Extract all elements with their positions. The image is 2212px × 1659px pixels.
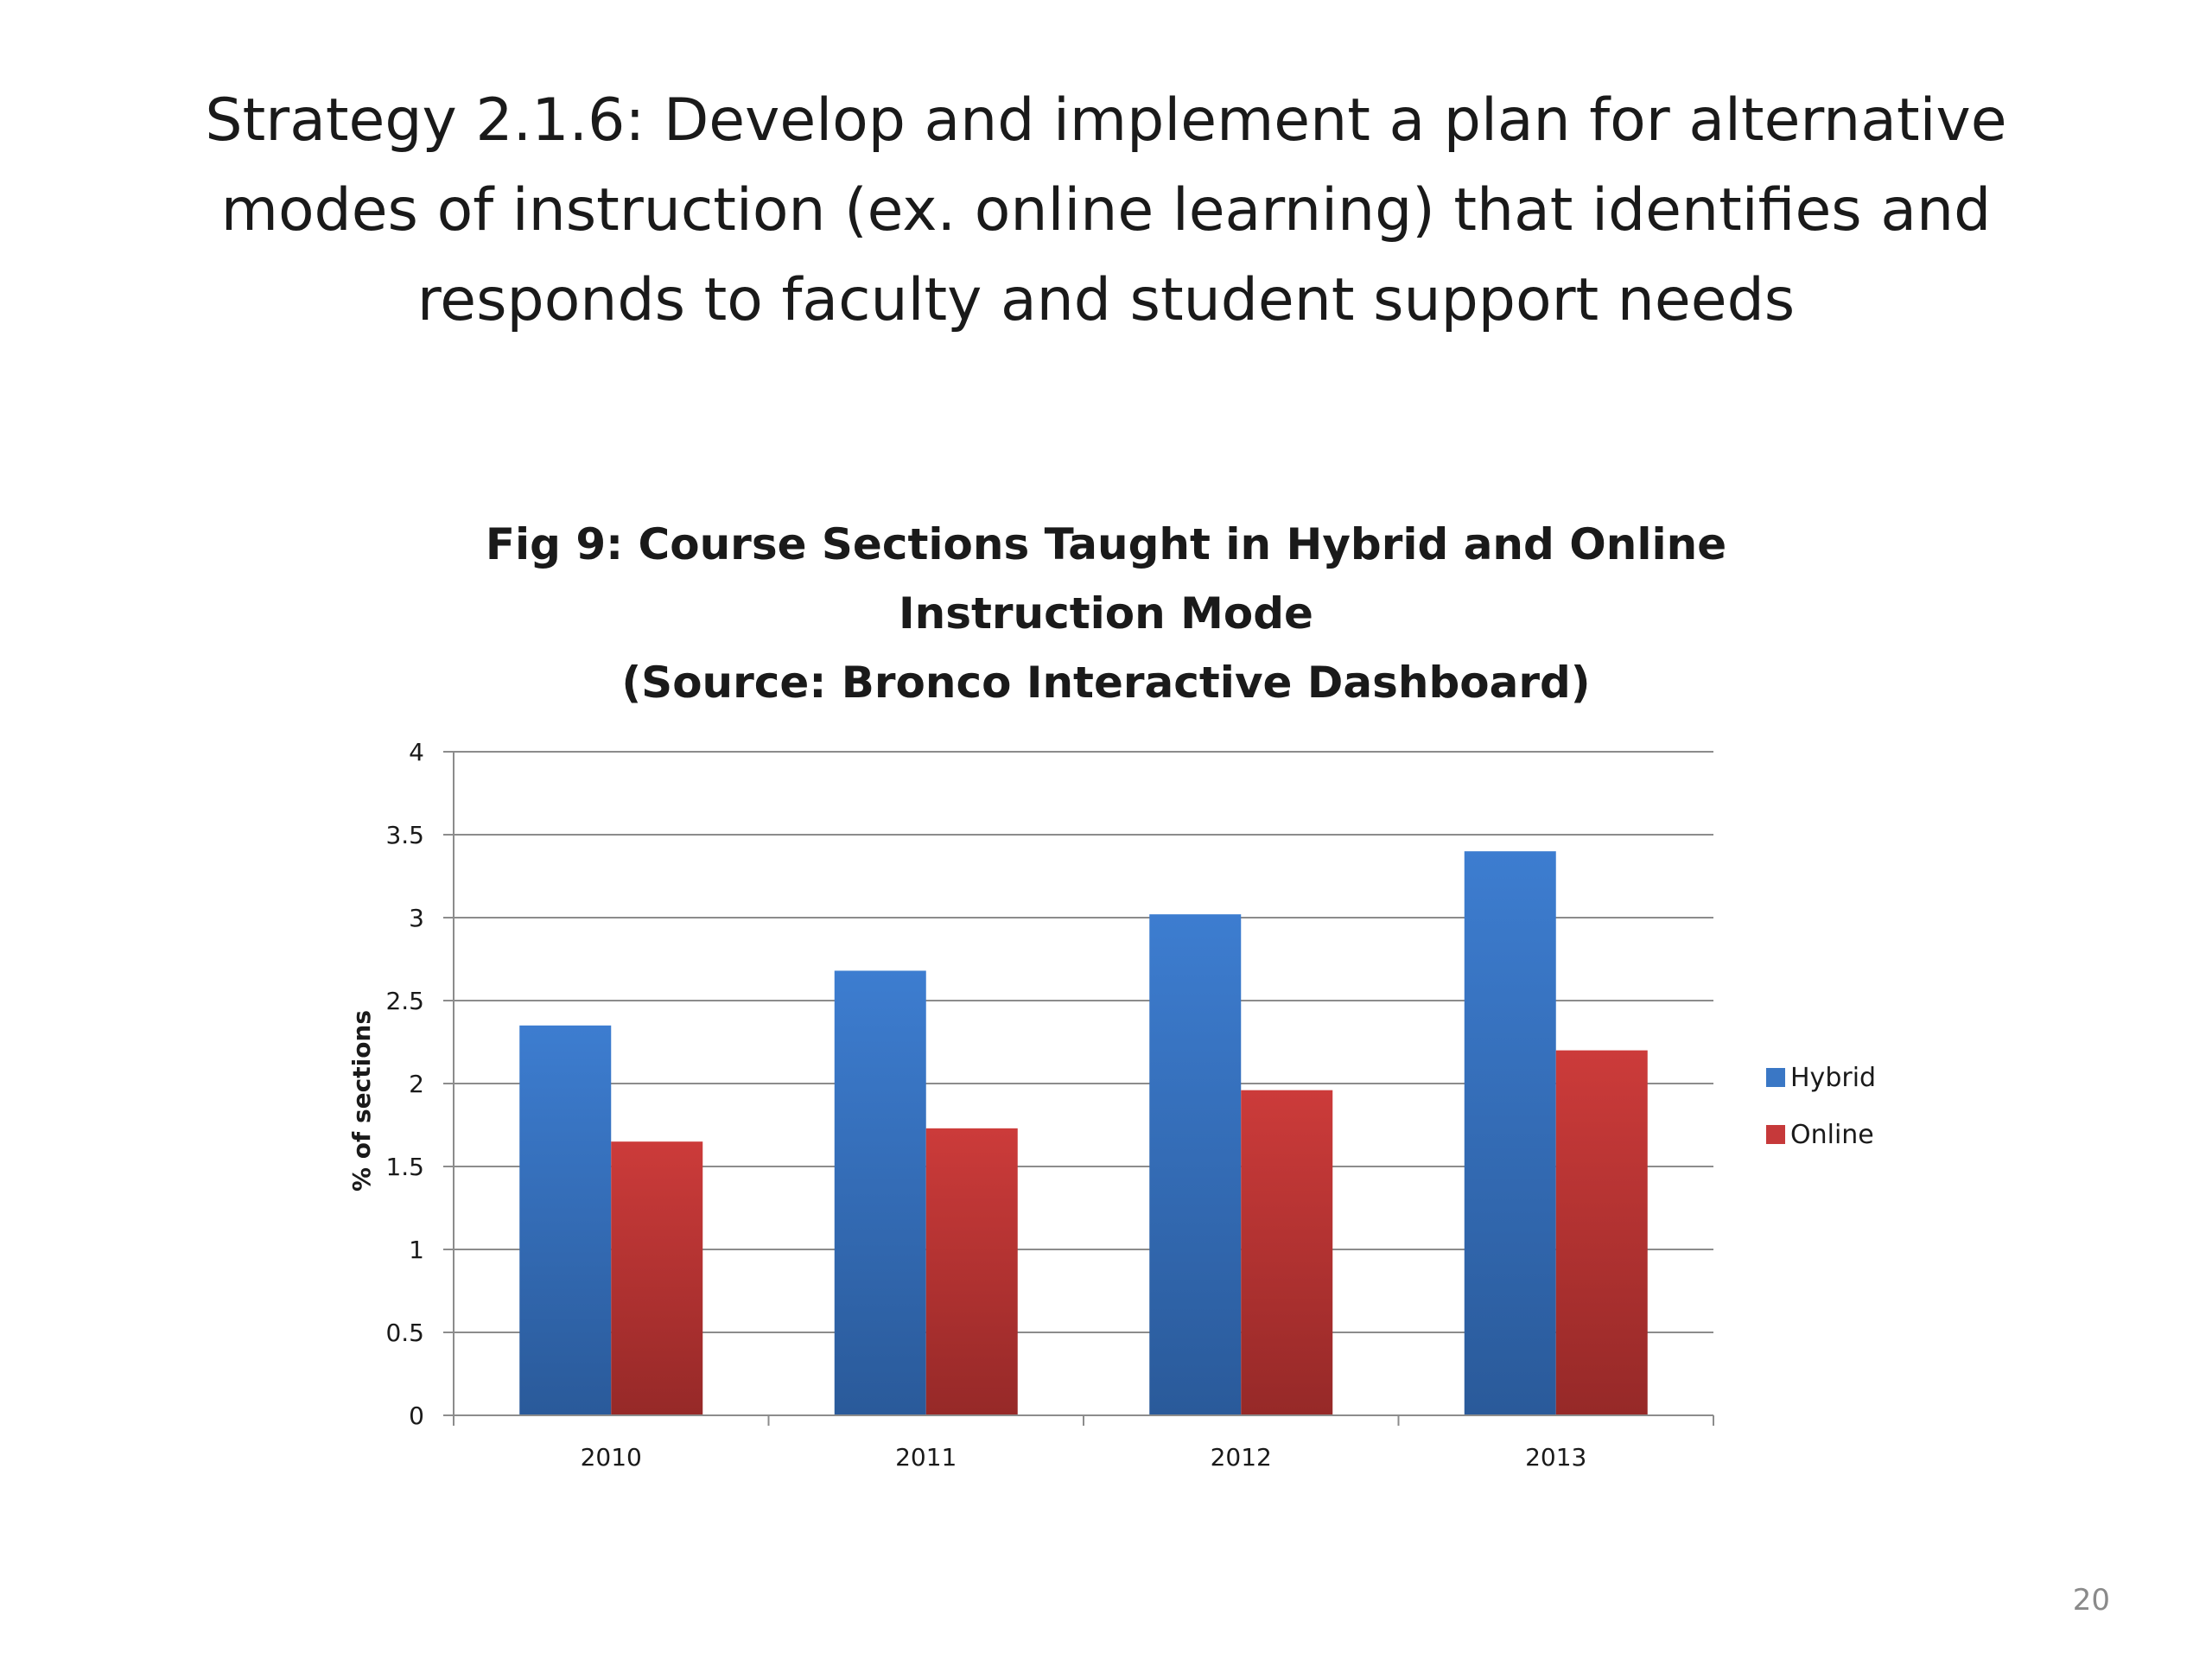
bar-online-2012 xyxy=(1241,1090,1333,1415)
bar-online-2011 xyxy=(925,1128,1018,1415)
x-tick-label: 2012 xyxy=(1211,1443,1272,1471)
y-tick-label: 1 xyxy=(409,1236,424,1264)
y-tick-label: 3 xyxy=(409,904,424,932)
bar-hybrid-2010 xyxy=(519,1025,612,1415)
y-tick-label: 0.5 xyxy=(385,1319,424,1347)
chart-title: Fig 9: Course Sections Taught in Hybrid … xyxy=(485,519,1727,708)
axes: 0 0.5 1 1.5 2 2.5 3 3.5 4 2010 2011 2012 2013 % of se… xyxy=(347,738,1714,1471)
x-tick-label: 2010 xyxy=(581,1443,642,1471)
y-tick-label: 1.5 xyxy=(385,1153,424,1181)
bar-hybrid-2013 xyxy=(1464,851,1556,1415)
legend-label-online: Online xyxy=(1790,1120,1874,1150)
page-number: 20 xyxy=(2072,1583,2110,1618)
bars xyxy=(519,851,1648,1415)
legend: Hybrid Online xyxy=(1766,1063,1876,1150)
legend-swatch-hybrid xyxy=(1766,1068,1785,1087)
y-tick-label: 3.5 xyxy=(385,821,424,849)
y-tick-label: 2 xyxy=(409,1070,424,1098)
y-tick-label: 0 xyxy=(409,1402,424,1430)
y-axis-title: % of sections xyxy=(347,1010,376,1192)
x-tick-label: 2013 xyxy=(1525,1443,1586,1471)
bar-hybrid-2012 xyxy=(1149,914,1242,1415)
bar-online-2013 xyxy=(1555,1050,1648,1415)
y-tick-label: 2.5 xyxy=(385,987,424,1015)
slide-title: Strategy 2.1.6: Develop and implement a … xyxy=(205,86,2007,334)
legend-label-hybrid: Hybrid xyxy=(1790,1063,1876,1093)
bar-online-2010 xyxy=(611,1141,703,1415)
legend-swatch-online xyxy=(1766,1125,1785,1144)
bar-hybrid-2011 xyxy=(834,970,926,1415)
y-tick-label: 4 xyxy=(409,738,424,766)
x-tick-label: 2011 xyxy=(895,1443,957,1471)
